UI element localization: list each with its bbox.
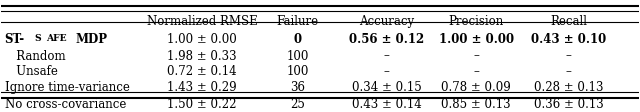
Text: Recall: Recall	[550, 15, 587, 27]
Text: Unsafe: Unsafe	[4, 64, 58, 77]
Text: 0.34 ± 0.15: 0.34 ± 0.15	[352, 81, 422, 93]
Text: 0: 0	[294, 33, 301, 46]
Text: 25: 25	[291, 97, 305, 110]
Text: 0.43 ± 0.14: 0.43 ± 0.14	[352, 97, 422, 110]
Text: 1.50 ± 0.22: 1.50 ± 0.22	[168, 97, 237, 110]
Text: MDP: MDP	[76, 33, 108, 46]
Text: 0.78 ± 0.09: 0.78 ± 0.09	[441, 81, 511, 93]
Text: –: –	[566, 64, 572, 77]
Text: –: –	[566, 49, 572, 62]
Text: 36: 36	[290, 81, 305, 93]
Text: –: –	[384, 49, 390, 62]
Text: No cross-covariance: No cross-covariance	[4, 97, 126, 110]
Text: 0.43 ± 0.10: 0.43 ± 0.10	[531, 33, 606, 46]
Text: Ignore time-variance: Ignore time-variance	[4, 81, 129, 93]
Text: Precision: Precision	[449, 15, 504, 27]
Text: Normalized RMSE: Normalized RMSE	[147, 15, 257, 27]
Text: 0.28 ± 0.13: 0.28 ± 0.13	[534, 81, 604, 93]
Text: 1.00 ± 0.00: 1.00 ± 0.00	[167, 33, 237, 46]
Text: S: S	[35, 34, 41, 43]
Text: 100: 100	[287, 49, 309, 62]
Text: –: –	[473, 49, 479, 62]
Text: 100: 100	[287, 64, 309, 77]
Text: ST-: ST-	[4, 33, 25, 46]
Text: 0.56 ± 0.12: 0.56 ± 0.12	[349, 33, 424, 46]
Text: 0.72 ± 0.14: 0.72 ± 0.14	[167, 64, 237, 77]
Text: Random: Random	[4, 49, 65, 62]
Text: Failure: Failure	[276, 15, 319, 27]
Text: –: –	[384, 64, 390, 77]
Text: –: –	[473, 64, 479, 77]
Text: 1.98 ± 0.33: 1.98 ± 0.33	[167, 49, 237, 62]
Text: 0.85 ± 0.13: 0.85 ± 0.13	[442, 97, 511, 110]
Text: 0.36 ± 0.13: 0.36 ± 0.13	[534, 97, 604, 110]
Text: 1.43 ± 0.29: 1.43 ± 0.29	[167, 81, 237, 93]
Text: Accuracy: Accuracy	[359, 15, 415, 27]
Text: AFE: AFE	[46, 34, 67, 43]
Text: 1.00 ± 0.00: 1.00 ± 0.00	[438, 33, 514, 46]
